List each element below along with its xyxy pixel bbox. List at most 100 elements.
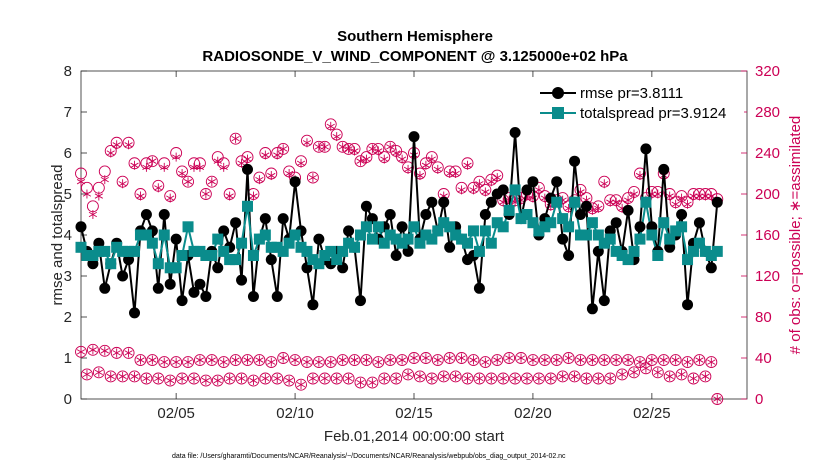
possible-obs-low-marker: [556, 370, 569, 383]
totalspread-point: [509, 184, 521, 196]
assimilated-obs-low-marker: [701, 371, 710, 381]
rmse-point: [521, 184, 533, 196]
possible-obs-low-marker: [622, 354, 635, 366]
x-tick-label: 02/10: [276, 405, 314, 422]
totalspread-point: [140, 229, 152, 241]
assimilated-obs-low-marker: [177, 374, 187, 383]
assimilated-stroke: [296, 160, 306, 166]
rmse-point: [420, 209, 432, 220]
assimilated-obs-high-marker: [142, 162, 151, 172]
assimilated-obs-high-marker: [207, 177, 216, 187]
assimilated-obs-low-marker: [641, 363, 651, 373]
rmse-point: [575, 209, 586, 220]
totalspread-point: [212, 233, 224, 245]
rmse-point: [569, 155, 581, 167]
assimilated-obs-high-marker: [362, 154, 371, 164]
assimilated-stroke: [356, 379, 365, 386]
assimilated-stroke: [451, 373, 460, 380]
totalspread-point: [444, 221, 456, 233]
assimilated-stroke: [510, 375, 520, 382]
possible-obs-low-marker: [675, 368, 688, 381]
totalspread-point: [557, 213, 569, 225]
assimilated-obs-low-marker: [653, 367, 662, 377]
y2-tick-label: 0: [755, 391, 763, 408]
assimilated-obs-low-marker: [380, 374, 389, 383]
possible-obs-low-marker: [705, 356, 718, 369]
assimilated-obs-low-marker: [689, 374, 698, 383]
assimilated-stroke: [320, 375, 329, 382]
assimilated-stroke: [76, 179, 86, 185]
totalspread-point: [313, 258, 325, 270]
assimilated-stroke: [374, 148, 383, 154]
possible-obs-low-marker: [437, 370, 450, 383]
assimilated-stroke: [261, 152, 270, 158]
assimilated-stroke: [285, 170, 294, 177]
rmse-point: [236, 274, 248, 286]
x-axis: 02/05 02/10 02/15 02/20 02/25: [157, 71, 671, 422]
assimilated-obs-high-marker: [671, 199, 680, 209]
assimilated-obs-high-marker: [350, 146, 359, 156]
possible-obs-low-marker: [277, 352, 290, 364]
x-tick-label: 02/20: [514, 405, 552, 422]
totalspread-point: [450, 229, 462, 241]
assimilated-obs-low-marker: [623, 355, 633, 365]
assimilated-stroke: [189, 375, 199, 382]
assimilated-obs-low-marker: [421, 353, 431, 363]
assimilated-stroke: [124, 142, 133, 148]
assimilated-obs-low-marker: [76, 347, 86, 357]
assimilated-obs-high-marker: [106, 148, 115, 158]
assimilated-obs-low-marker: [445, 353, 454, 363]
assimilated-stroke: [612, 199, 621, 205]
assimilated-stroke: [326, 123, 335, 129]
possible-obs-high-marker: [384, 140, 397, 153]
y2-tick-label: 320: [755, 63, 780, 80]
assimilated-stroke: [344, 375, 353, 382]
rmse-point: [479, 209, 491, 220]
assimilated-stroke: [160, 359, 169, 365]
assimilated-stroke: [308, 375, 318, 382]
possible-obs-low-marker: [247, 374, 260, 387]
assimilated-stroke: [267, 359, 276, 365]
assimilated-obs-low-marker: [564, 353, 573, 363]
rmse-point: [117, 270, 129, 282]
assimilated-stroke: [112, 350, 121, 356]
assimilated-stroke: [88, 211, 98, 218]
assimilated-stroke: [392, 375, 401, 382]
totalspread-point: [390, 233, 402, 245]
assimilated-stroke: [629, 369, 639, 375]
assimilated-obs-high-marker: [665, 191, 674, 201]
possible-obs-low-marker: [259, 372, 272, 385]
totalspread-point: [414, 237, 426, 249]
totalspread-point: [176, 250, 188, 261]
x-tick-label: 02/25: [633, 405, 671, 422]
totalspread-point: [75, 241, 87, 253]
totalspread-point: [158, 229, 170, 241]
rmse-point: [438, 196, 450, 208]
assimilated-stroke: [237, 375, 246, 382]
y-tick-label: 3: [64, 268, 72, 285]
possible-obs-low-marker: [330, 372, 343, 385]
assimilated-stroke: [612, 357, 621, 363]
possible-obs-low-marker: [413, 370, 426, 383]
possible-obs-low-marker: [687, 372, 700, 385]
assimilated-obs-low-marker: [516, 353, 526, 363]
totalspread-point: [194, 245, 206, 257]
x-tick-label: 02/15: [395, 405, 433, 422]
possible-obs-low-marker: [419, 352, 432, 364]
y-tick-label: 6: [64, 145, 72, 162]
assimilated-obs-low-marker: [713, 394, 722, 404]
possible-obs-low-marker: [669, 354, 682, 366]
assimilated-obs-low-marker: [189, 374, 199, 383]
assimilated-stroke: [380, 156, 389, 162]
totalspread-point: [402, 233, 414, 245]
assimilated-obs-low-marker: [314, 357, 323, 367]
rmse-point: [640, 143, 652, 155]
assimilated-obs-low-marker: [255, 355, 264, 365]
assimilated-stroke: [290, 357, 300, 363]
possible-obs-low-marker: [170, 356, 183, 369]
assimilated-stroke: [279, 355, 288, 361]
possible-obs-high-marker: [199, 188, 212, 200]
possible-obs-low-marker: [92, 366, 105, 379]
assimilated-stroke: [600, 181, 609, 187]
totalspread-point: [265, 241, 277, 253]
